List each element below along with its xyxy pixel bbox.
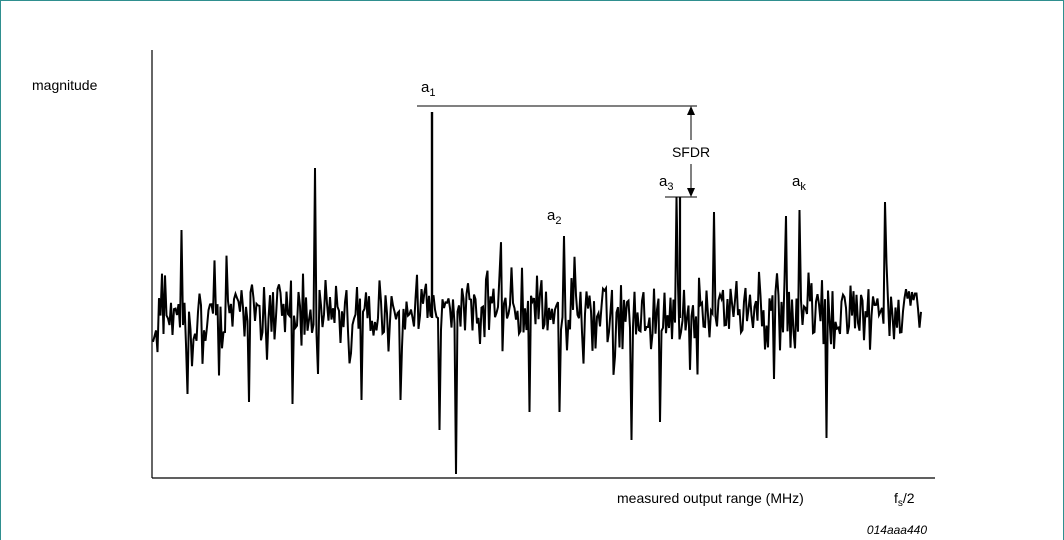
- x-axis-end-rest: /2: [903, 490, 915, 506]
- x-axis-end-label: fs/2: [894, 490, 915, 509]
- x-axis-label: measured output range (MHz): [617, 490, 804, 506]
- figure-id: 014aaa440: [867, 523, 927, 537]
- x-axis-end-sub: s: [898, 498, 903, 509]
- peak-label-a2-main: a: [547, 207, 556, 224]
- spectrum-trace: [152, 167, 922, 475]
- sfdr-arrowhead-down: [687, 188, 695, 197]
- peak-label-a1: a1: [421, 79, 435, 99]
- peak-label-a3-sub: 3: [667, 181, 673, 193]
- peak-label-a1-sub: 1: [429, 87, 435, 99]
- x-axis-end-main: f: [894, 490, 898, 506]
- peak-label-ak-main: a: [792, 173, 801, 190]
- peak-label-a2: a2: [547, 207, 561, 227]
- sfdr-arrowhead-up: [687, 106, 695, 115]
- sfdr-label: SFDR: [672, 144, 710, 160]
- peak-label-ak: ak: [792, 173, 806, 193]
- peak-label-a3: a3: [659, 173, 673, 193]
- peak-label-a1-main: a: [421, 79, 430, 96]
- peak-label-a3-main: a: [659, 173, 668, 190]
- y-axis-label: magnitude: [32, 77, 98, 93]
- peak-label-a2-sub: 2: [555, 215, 561, 227]
- peak-label-ak-sub: k: [800, 181, 806, 193]
